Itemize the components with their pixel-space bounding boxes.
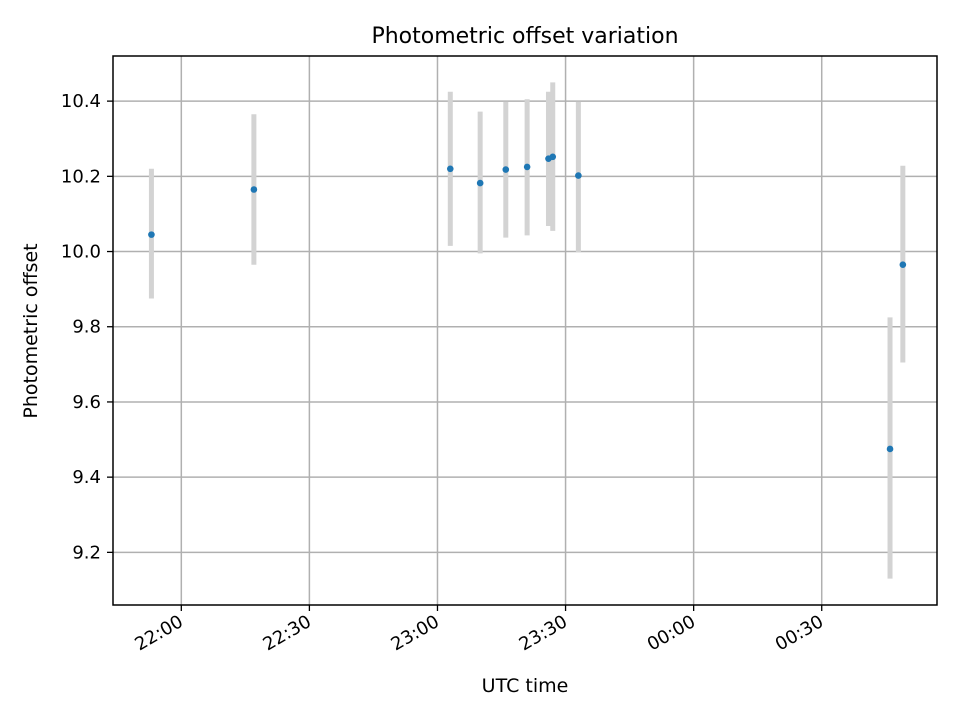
y-tick-label: 9.8 — [72, 317, 101, 338]
data-point — [502, 166, 510, 173]
y-tick-layer: 9.2 9.4 9.6 9.8 10.0 10.2 10.4 — [61, 91, 113, 563]
x-axis-label: UTC time — [482, 675, 569, 697]
y-axis-label: Photometric offset — [20, 243, 42, 418]
y-tick-label: 9.6 — [72, 392, 101, 413]
grid-layer — [113, 56, 937, 605]
y-tick-label: 9.4 — [72, 467, 101, 488]
y-tick-label: 10.2 — [61, 166, 101, 187]
y-tick-label: 10.4 — [61, 91, 101, 112]
y-tick-label: 9.2 — [72, 542, 101, 563]
y-tick-label: 10.0 — [61, 242, 101, 263]
plot-frame — [112, 55, 938, 606]
point-layer — [148, 153, 907, 453]
data-point — [148, 231, 155, 238]
data-point — [446, 165, 454, 173]
data-point — [899, 261, 907, 268]
data-point — [476, 179, 484, 187]
data-point — [250, 186, 258, 193]
data-point — [886, 445, 894, 453]
chart-title: Photometric offset variation — [371, 24, 678, 49]
data-point — [575, 172, 582, 179]
data-point — [523, 163, 531, 171]
data-point — [549, 153, 557, 161]
